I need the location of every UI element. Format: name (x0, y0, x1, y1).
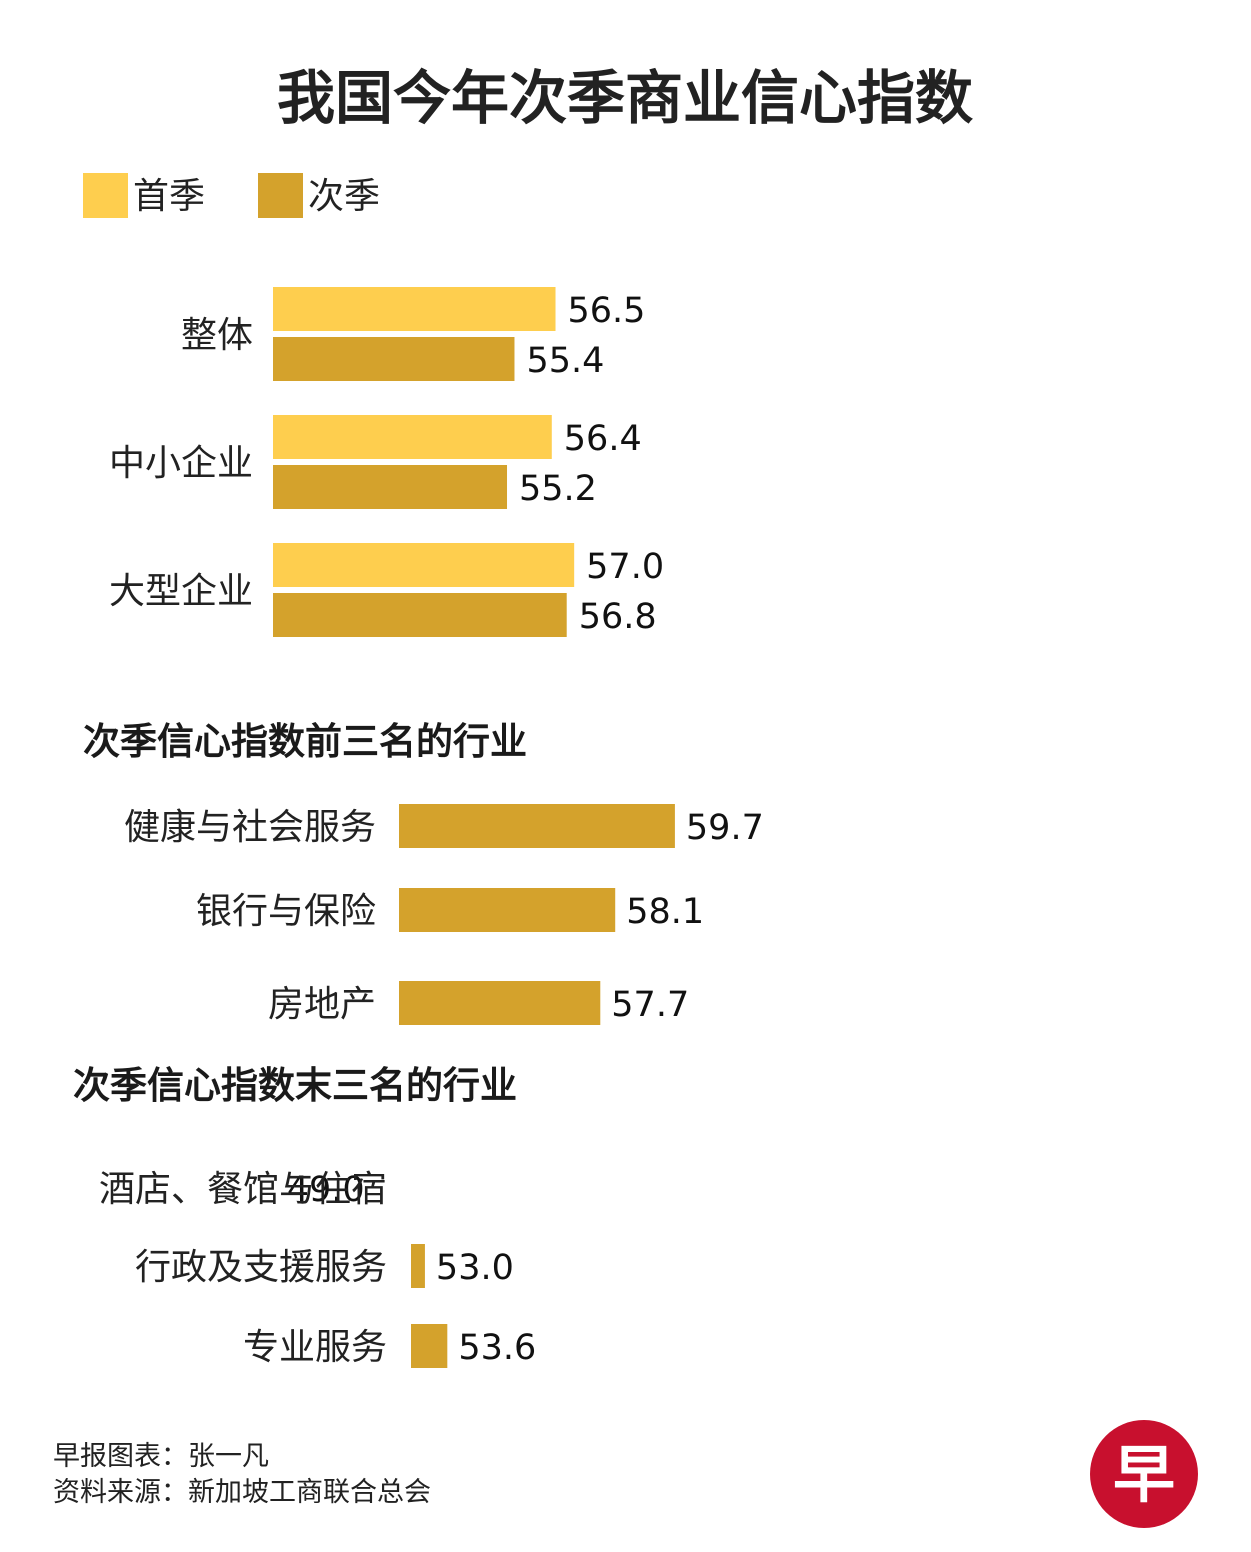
data-label: 49.0 (287, 1170, 365, 1210)
bar-q1 (273, 287, 556, 331)
data-label: 56.5 (568, 291, 646, 331)
data-label: 56.4 (564, 419, 642, 459)
bar-q1 (273, 415, 552, 459)
zaobao-logo-icon (1090, 1420, 1198, 1528)
chart-overall: 56.5 55.4 整体 56.4 55.2 中小企业 57.0 56.8 大型企业 (109, 287, 664, 637)
zaobao-logo-glyph: 早 (1113, 1438, 1175, 1511)
data-label: 55.2 (519, 469, 597, 509)
category-label: 银行与保险 (196, 891, 376, 932)
category-label: 房地产 (268, 984, 376, 1025)
data-label: 57.0 (586, 547, 664, 587)
data-label: 59.7 (686, 808, 764, 848)
legend-label-q1: 首季 (133, 176, 205, 217)
chart-top-industries: 59.7 健康与社会服务 58.1 银行与保险 57.7 房地产 (124, 804, 764, 1025)
category-label: 专业服务 (243, 1327, 387, 1368)
bar (411, 1324, 448, 1368)
category-label: 酒店、餐馆与住宿 (99, 1169, 387, 1210)
category-label: 整体 (181, 315, 253, 356)
legend-swatch-q1 (83, 173, 128, 218)
bar-q1 (273, 543, 575, 587)
bar-q2 (273, 337, 515, 381)
data-label: 57.7 (611, 985, 689, 1025)
chart-bottom-industries: 49.0酒店、餐馆与住宿 53.0 行政及支援服务 53.6 专业服务 (99, 1169, 536, 1368)
category-label: 大型企业 (109, 571, 253, 612)
bar (399, 888, 616, 932)
legend-label-q2: 次季 (308, 176, 380, 217)
bar (411, 1244, 425, 1288)
section-title-bottom3: 次季信心指数末三名的行业 (73, 1064, 517, 1107)
data-label: 58.1 (626, 892, 704, 932)
data-label: 56.8 (579, 597, 657, 637)
data-label: 53.6 (458, 1328, 536, 1368)
chart-title: 我国今年次季商业信心指数 (277, 64, 973, 132)
bar (399, 804, 675, 848)
footer-credit: 早报图表：张一凡 (53, 1441, 269, 1472)
data-label: 53.0 (436, 1248, 514, 1288)
footer-source: 资料来源：新加坡工商联合总会 (53, 1477, 431, 1508)
category-label: 健康与社会服务 (124, 807, 376, 848)
section-title-top3: 次季信心指数前三名的行业 (83, 720, 527, 763)
legend-swatch-q2 (258, 173, 303, 218)
category-label: 中小企业 (109, 443, 253, 484)
bar (399, 981, 601, 1025)
category-label: 行政及支援服务 (135, 1247, 387, 1288)
bar-q2 (273, 465, 508, 509)
bar-q2 (273, 593, 567, 637)
data-label: 55.4 (526, 341, 604, 381)
